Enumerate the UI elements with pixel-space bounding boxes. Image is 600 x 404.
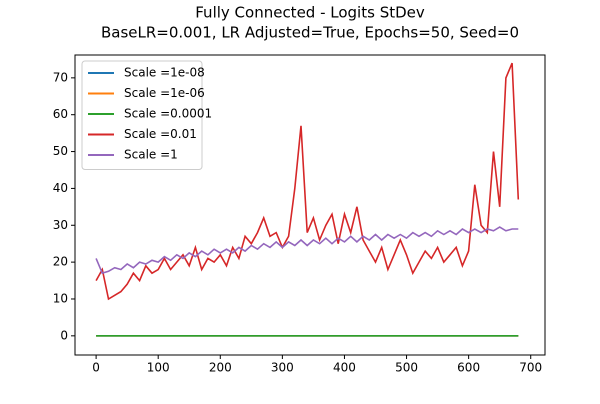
chart-subtitle: BaseLR=0.001, LR Adjusted=True, Epochs=5… [101,24,519,42]
series-line [95,62,520,301]
y-tick-label: 60 [53,107,68,121]
legend-box [81,60,203,170]
y-tick-label: 30 [53,218,68,232]
x-tick-label: 100 [147,361,170,375]
legend-label: Scale =1 [124,148,178,162]
y-tick-label: 50 [53,144,68,158]
y-tick-label: 0 [60,328,68,342]
y-tick-label: 10 [53,291,68,305]
y-tick-label: 20 [53,255,68,269]
legend-label: Scale =1e-08 [124,66,205,80]
x-tick-label: 600 [457,361,480,375]
y-tick-label: 70 [53,70,68,84]
legend-label: Scale =1e-06 [124,86,205,100]
chart-title: Fully Connected - Logits StDev [195,4,425,22]
y-tick-label: 40 [53,181,68,195]
plot-frame [74,54,546,356]
legend-label: Scale =0.01 [124,127,197,141]
x-tick-label: 200 [209,361,232,375]
x-tick-label: 400 [333,361,356,375]
x-tick-label: 500 [395,361,418,375]
legend-label: Scale =0.0001 [124,107,212,121]
x-tick-label: 0 [92,361,100,375]
x-tick-label: 300 [271,361,294,375]
x-tick-label: 700 [519,361,542,375]
series-line [95,226,519,275]
